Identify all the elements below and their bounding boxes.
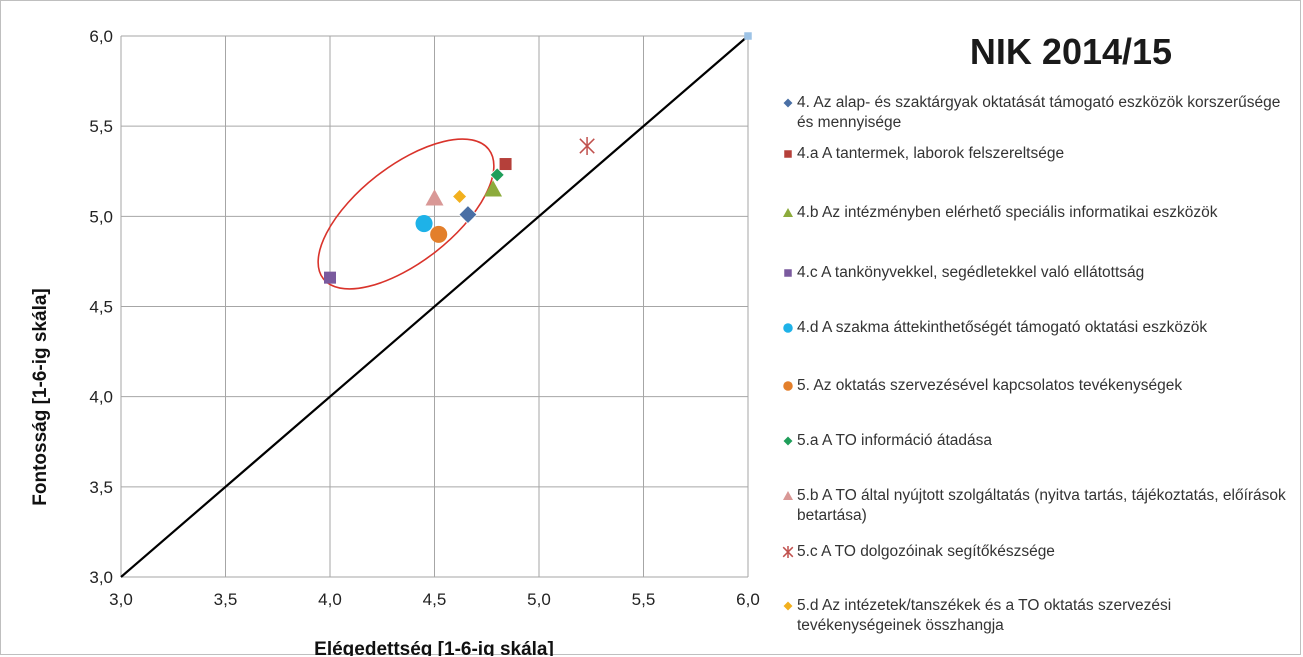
data-point-10 — [452, 188, 468, 205]
x-tick-label: 3,5 — [214, 590, 238, 609]
data-point-7 — [489, 167, 505, 183]
x-tick-label: 3,0 — [109, 590, 133, 609]
data-point-2 — [499, 158, 512, 171]
y-tick-label: 5,0 — [89, 207, 113, 226]
legend-label: 5. Az oktatás szervezésével kapcsolatos … — [797, 377, 1183, 394]
data-point-9 — [579, 137, 595, 156]
legend-marker-icon — [782, 97, 794, 109]
legend-marker-icon — [783, 208, 793, 217]
highlight-ellipse — [317, 138, 495, 290]
legend-label: 4.d A szakma áttekinthetőségét támogató … — [797, 319, 1208, 336]
diagonal-reference-line — [120, 35, 749, 578]
reference-line — [120, 35, 749, 578]
legend-marker-icon — [784, 150, 792, 158]
x-tick-label: 5,0 — [527, 590, 551, 609]
y-axis-ticks: 3,0 3,5 4,0 4,5 5,0 5,5 6,0 — [89, 27, 113, 587]
legend-marker-icon — [784, 269, 792, 277]
legend-label: 5.a A TO információ átadása — [797, 432, 993, 449]
x-tick-label: 4,5 — [423, 590, 447, 609]
y-tick-label: 3,0 — [89, 568, 113, 587]
data-point-3 — [484, 180, 503, 197]
data-point-5 — [415, 214, 433, 233]
x-tick-label: 5,5 — [632, 590, 656, 609]
x-axis-ticks: 3,0 3,5 4,0 4,5 5,0 5,5 6,0 — [109, 590, 760, 609]
legend-label: 4.b Az intézményben elérhető speciális i… — [797, 204, 1218, 221]
x-tick-label: 4,0 — [318, 590, 342, 609]
legend-label: 5.c A TO dolgozóinak segítőkészsége — [797, 543, 1055, 560]
y-tick-label: 4,5 — [89, 298, 113, 317]
y-tick-label: 3,5 — [89, 478, 113, 497]
highlight-ellipse-shape — [317, 138, 495, 290]
data-points — [324, 32, 752, 284]
data-point-extra — [744, 32, 752, 40]
x-tick-label: 6,0 — [736, 590, 760, 609]
legend-label: 5.d Az intézetek/tanszékek és a TO oktat… — [797, 597, 1172, 634]
legend-marker-icon — [783, 381, 793, 391]
legend-marker-icon — [783, 491, 793, 500]
legend-marker-icon — [782, 546, 794, 558]
legend-label: 4.c A tankönyvekkel, segédletekkel való … — [797, 264, 1145, 281]
legend-marker-icon — [782, 435, 794, 447]
legend-marker-icon — [783, 323, 793, 333]
chart-title: NIK 2014/15 — [969, 31, 1173, 72]
data-point-4 — [324, 271, 336, 284]
legend-label: 4. Az alap- és szaktárgyak oktatását tám… — [797, 94, 1281, 131]
y-tick-label: 6,0 — [89, 27, 113, 46]
x-axis-label: Elégedettség [1-6-ig skála] — [314, 639, 554, 656]
legend-label: 4.a A tantermek, laborok felszereltsége — [797, 145, 1065, 162]
legend-label: 5.b A TO által nyújtott szolgáltatás (ny… — [797, 487, 1286, 524]
legend-marker-icon — [782, 600, 794, 612]
y-tick-label: 4,0 — [89, 388, 113, 407]
data-point-1 — [458, 204, 478, 225]
y-tick-label: 5,5 — [89, 117, 113, 136]
data-point-8 — [425, 189, 444, 206]
y-axis-label: Fontosság [1-6-ig skála] — [30, 288, 51, 506]
data-point-6 — [430, 225, 448, 243]
